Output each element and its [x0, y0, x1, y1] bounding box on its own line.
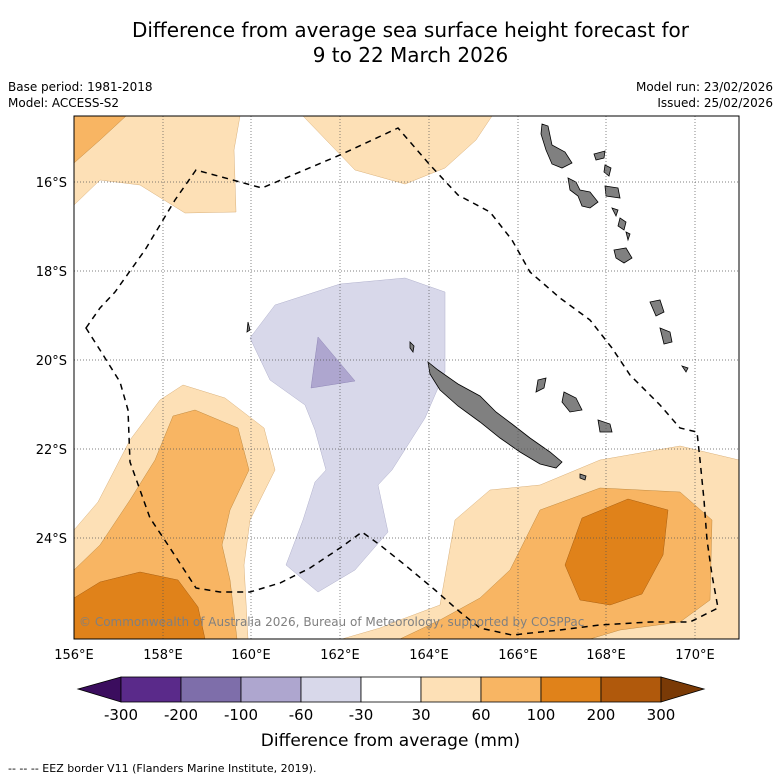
anomaly-neg60-neg100 [310, 336, 356, 389]
lat-labels: 16°S 18°S 20°S 22°S 24°S [36, 176, 67, 547]
anomaly-30-60-topleft [74, 116, 241, 214]
eez-border [85, 127, 719, 636]
model-run: Model run: 23/02/2026 [635, 80, 773, 94]
issued-date: Issued: 25/02/2026 [657, 96, 773, 110]
model-name: Model: ACCESS-S2 [8, 96, 120, 110]
colorbar-bin [480, 676, 542, 703]
colorbar-tick: -60 [289, 706, 314, 724]
colorbar-ticks: -300 -200 -100 -60 -30 30 60 100 200 300 [104, 706, 675, 724]
meta-right: Model run: 23/02/2026 Issued: 25/02/2026 [636, 79, 773, 111]
lon-label: 168°E [586, 648, 626, 663]
lat-label: 24°S [36, 532, 67, 547]
meta-left: Base period: 1981-2018 Model: ACCESS-S2 [8, 79, 153, 111]
map-frame [73, 115, 740, 640]
colorbar-extend-high [660, 676, 706, 703]
anomaly-100-200-bottomleft [74, 571, 206, 639]
lon-label: 166°E [498, 648, 538, 663]
colorbar-tick: 30 [411, 706, 430, 724]
colorbar-bin [420, 676, 482, 703]
graticule [74, 116, 739, 639]
lat-label: 22°S [36, 443, 67, 458]
lon-label: 158°E [143, 648, 183, 663]
colorbar [76, 676, 706, 703]
colorbar-bin [300, 676, 362, 703]
lon-label: 156°E [54, 648, 94, 663]
colorbar-bin [240, 676, 302, 703]
lon-label: 170°E [675, 648, 715, 663]
title-line-2: 9 to 22 March 2026 [312, 43, 509, 67]
colorbar-title: Difference from average (mm) [260, 731, 521, 751]
chart-title: Difference from average sea surface heig… [40, 18, 781, 68]
map-area: © Commonwealth of Australia 2026, Bureau… [74, 116, 739, 639]
lon-label: 162°E [320, 648, 360, 663]
colorbar-bin [120, 676, 182, 703]
lon-labels: 156°E 158°E 160°E 162°E 164°E 166°E 168°… [54, 648, 715, 663]
lat-label: 18°S [36, 265, 67, 280]
anomaly-30-60-topcenter [302, 116, 493, 185]
anomaly-neg30-neg60 [249, 277, 446, 593]
eez-legend-footer: -- -- -- EEZ border V11 (Flanders Marine… [8, 762, 317, 775]
anomaly-100-200-bottomright [564, 498, 669, 606]
colorbar-tick: -300 [104, 706, 138, 724]
colorbar-tick: 100 [527, 706, 556, 724]
land-new-caledonia [246, 321, 613, 481]
colorbar-tick: -100 [224, 706, 258, 724]
colorbar-bin [540, 676, 602, 703]
colorbar-bin [360, 676, 422, 703]
colorbar-tick: 60 [471, 706, 490, 724]
base-period: Base period: 1981-2018 [8, 80, 153, 94]
colorbar-extend-low [76, 676, 122, 703]
colorbar-bin [600, 676, 662, 703]
colorbar-tick: 300 [647, 706, 676, 724]
title-line-1: Difference from average sea surface heig… [131, 18, 690, 42]
lat-label: 20°S [36, 354, 67, 369]
colorbar-tick: 200 [587, 706, 616, 724]
lat-label: 16°S [36, 176, 67, 191]
colorbar-tick: -200 [164, 706, 198, 724]
lon-label: 164°E [409, 648, 449, 663]
colorbar-bin [180, 676, 242, 703]
lon-label: 160°E [231, 648, 271, 663]
copyright-text: © Commonwealth of Australia 2026, Bureau… [79, 615, 584, 629]
colorbar-tick: -30 [349, 706, 374, 724]
anomaly-60-100-topleft [74, 116, 127, 164]
